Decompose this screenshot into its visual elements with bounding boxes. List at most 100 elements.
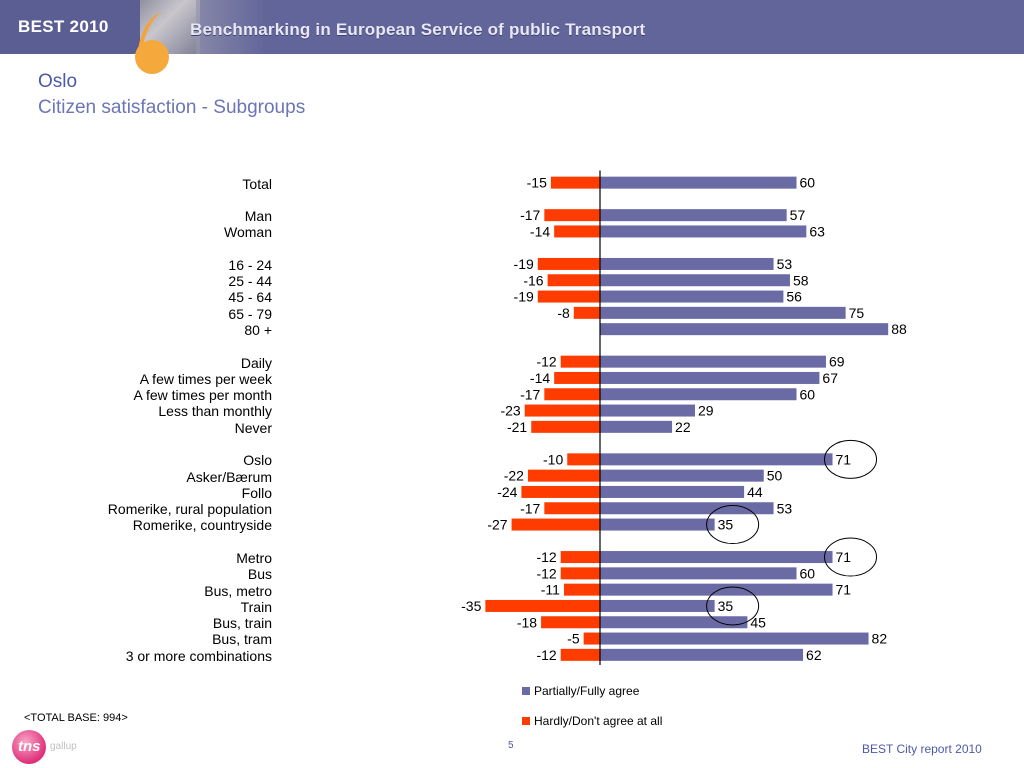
bar-disagree	[547, 274, 600, 287]
logo-ball-icon	[12, 730, 46, 764]
category-label: 80 +	[244, 322, 272, 338]
legend-agree: Partially/Fully agree	[522, 683, 639, 698]
bar-agree	[600, 453, 833, 466]
bar-disagree	[524, 404, 600, 417]
data-label-agree: 71	[836, 549, 852, 565]
bar-agree	[600, 599, 715, 612]
data-label-agree: 69	[829, 354, 845, 370]
highlight-circle	[824, 537, 878, 577]
banner-title: Benchmarking in European Service of publ…	[190, 20, 646, 39]
bar-disagree	[485, 599, 600, 612]
data-label-disagree: -11	[541, 582, 560, 598]
highlight-circle	[824, 439, 878, 479]
data-label-disagree: -22	[504, 468, 524, 484]
bar-agree	[600, 567, 797, 580]
bar-agree	[600, 355, 826, 368]
data-label-agree: 82	[872, 631, 888, 647]
bar-disagree	[573, 306, 600, 319]
data-label-agree: 71	[836, 451, 852, 467]
bar-disagree	[544, 209, 600, 222]
bar-disagree	[531, 420, 600, 433]
data-label-disagree: -24	[497, 484, 517, 500]
legend-disagree: Hardly/Don't agree at all	[522, 713, 662, 728]
data-label-disagree: -19	[514, 256, 534, 272]
data-label-agree: 45	[750, 614, 766, 630]
data-label-disagree: -27	[487, 517, 507, 533]
bar-disagree	[527, 469, 600, 482]
bar-disagree	[554, 371, 600, 384]
data-label-agree: 71	[836, 582, 852, 598]
legend-agree-swatch	[522, 686, 530, 695]
category-label: Bus, metro	[204, 582, 272, 599]
legend-disagree-label: Hardly/Don't agree at all	[534, 713, 663, 728]
bar-disagree	[583, 632, 600, 645]
category-label: Romerike, rural population	[107, 501, 272, 518]
bar-agree	[600, 257, 774, 270]
bar-agree	[600, 404, 695, 417]
category-label: Metro	[236, 549, 272, 566]
category-label: Bus, train	[212, 615, 272, 632]
category-label: A few times per month	[133, 387, 272, 404]
data-label-disagree: -21	[507, 419, 527, 435]
category-label: Oslo	[243, 452, 272, 469]
data-label-disagree: -12	[536, 549, 556, 565]
bar-disagree	[511, 518, 600, 531]
orange-dot-icon	[135, 40, 169, 74]
total-base-note: <TOTAL BASE: 994>	[24, 712, 128, 724]
data-label-agree: 67	[822, 370, 838, 386]
bar-disagree	[560, 551, 600, 564]
category-label: A few times per week	[139, 370, 272, 387]
data-label-disagree: -23	[500, 403, 520, 419]
bar-agree	[600, 502, 774, 515]
bar-agree	[600, 648, 804, 661]
category-label: Total	[242, 175, 272, 192]
data-label-agree: 88	[891, 321, 907, 337]
category-label: 25 - 44	[228, 273, 272, 290]
category-label: 65 - 79	[228, 305, 272, 322]
data-label-disagree: -18	[517, 614, 537, 630]
data-label-agree: 57	[790, 207, 806, 223]
data-label-disagree: -10	[543, 451, 563, 467]
bar-agree	[600, 551, 833, 564]
bar-disagree	[560, 648, 600, 661]
category-label: Never	[234, 419, 272, 436]
data-label-disagree: -12	[536, 647, 556, 663]
bar-disagree	[544, 388, 600, 401]
category-label: Train	[240, 598, 272, 615]
tns-gallup-logo: tns gallup	[12, 730, 92, 764]
data-label-disagree: -14	[530, 370, 550, 386]
brand-label: BEST 2010	[18, 17, 109, 36]
category-label: Bus	[247, 566, 272, 583]
bar-agree	[600, 209, 787, 222]
bar-agree	[600, 225, 807, 238]
bar-agree	[600, 371, 820, 384]
header-banner: BEST 2010 Benchmarking in European Servi…	[0, 0, 1024, 54]
legend-agree-label: Partially/Fully agree	[534, 683, 640, 698]
category-label: 45 - 64	[228, 289, 272, 306]
data-label-disagree: -12	[536, 565, 556, 581]
bar-agree	[600, 518, 715, 531]
banner-brand-panel	[0, 0, 150, 54]
bar-agree	[600, 306, 846, 319]
category-label: Asker/Bærum	[186, 468, 272, 485]
data-label-disagree: -17	[520, 500, 540, 516]
data-label-agree: 50	[767, 468, 783, 484]
bar-agree	[600, 616, 748, 629]
data-label-disagree: -17	[520, 386, 540, 402]
data-label-disagree: -5	[567, 631, 580, 647]
category-label: Man	[244, 208, 272, 224]
data-label-agree: 60	[800, 386, 816, 402]
category-label: Follo	[241, 484, 272, 501]
page-subtitle: Citizen satisfaction - Subgroups	[38, 97, 306, 118]
data-label-agree: 63	[809, 223, 825, 239]
data-label-agree: 35	[718, 598, 734, 614]
page-number: 5	[508, 740, 514, 751]
data-label-disagree: -35	[461, 598, 481, 614]
data-label-disagree: -19	[514, 289, 534, 305]
data-label-agree: 62	[806, 647, 822, 663]
bar-disagree	[563, 583, 600, 596]
data-label-disagree: -17	[520, 207, 540, 223]
bar-disagree	[560, 567, 600, 580]
category-label: Less than monthly	[158, 403, 272, 420]
page-title: Oslo	[38, 71, 78, 92]
